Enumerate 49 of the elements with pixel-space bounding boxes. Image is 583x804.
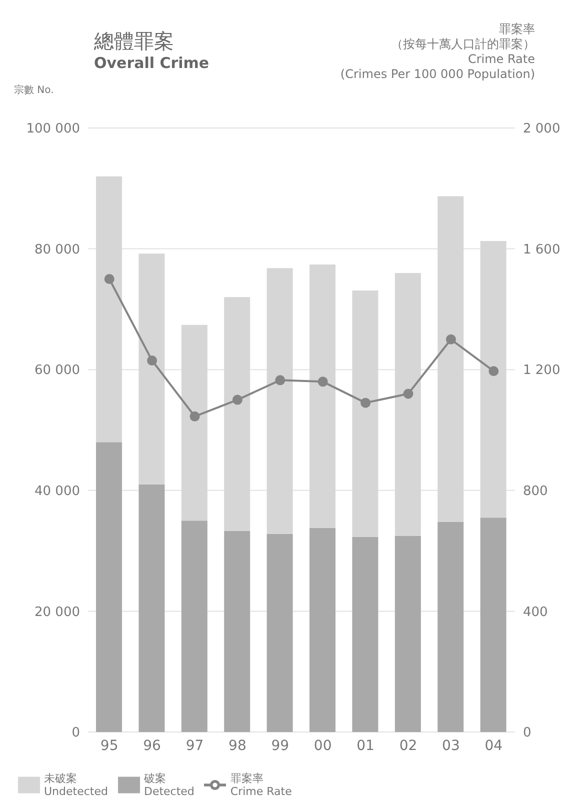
legend-label: 未破案 Undetected [44,772,108,798]
bar [181,520,208,732]
point [275,375,286,386]
y2-axis-title: 罪案率（按每十萬人口計的罪案） Crime Rate (Crimes Per 100 000 Population) [340,22,535,82]
y-tick-label: 60 000 [34,363,80,378]
bar [96,442,122,732]
legend-label: 罪案率 Crime Rate [230,772,292,798]
x-tick-label: 98 [228,738,246,754]
bar [352,536,378,732]
x-tick-label: 99 [271,738,290,754]
point [232,394,242,405]
point [446,334,456,344]
y2-tick-label: 1 200 [523,363,560,378]
chart-title: 總體罪案 [94,28,174,55]
x-tick-label: 00 [314,738,332,754]
y2-tick-label: 2 000 [523,122,560,137]
y-tick-label: 40 000 [34,484,80,500]
bar [138,484,165,732]
point [147,356,158,366]
y-tick-label: 80 000 [34,242,80,258]
bar [438,522,464,732]
bar [480,518,506,732]
y2-tick-label: 800 [523,484,548,500]
x-tick-label: 97 [186,738,204,754]
y2-tick-label: 1 600 [523,242,560,258]
bar [394,536,421,732]
x-tick-label: 96 [143,738,162,754]
legend-label: 破案 Detected [144,772,194,798]
y2-tick-label: 400 [523,604,548,620]
y2-tick-label: 0 [523,726,532,741]
point [360,398,371,408]
x-tick-label: 04 [484,738,503,754]
point [190,411,200,422]
x-tick-label: 95 [100,738,118,754]
x-tick-label: 03 [442,738,460,754]
y-tick-label: 100 000 [26,122,80,137]
y-axis-title: 宗數 No. [14,84,54,97]
point [488,366,499,376]
point [403,388,414,399]
y-tick-label: 0 [72,726,80,741]
x-tick-label: 01 [356,738,374,754]
point [104,274,114,284]
bar [266,534,293,732]
y-tick-label: 20 000 [34,604,80,620]
point [318,376,328,387]
bar [310,528,336,732]
chart-subtitle: Overall Crime [94,54,210,72]
bar [224,530,250,732]
x-tick-label: 02 [399,738,418,754]
